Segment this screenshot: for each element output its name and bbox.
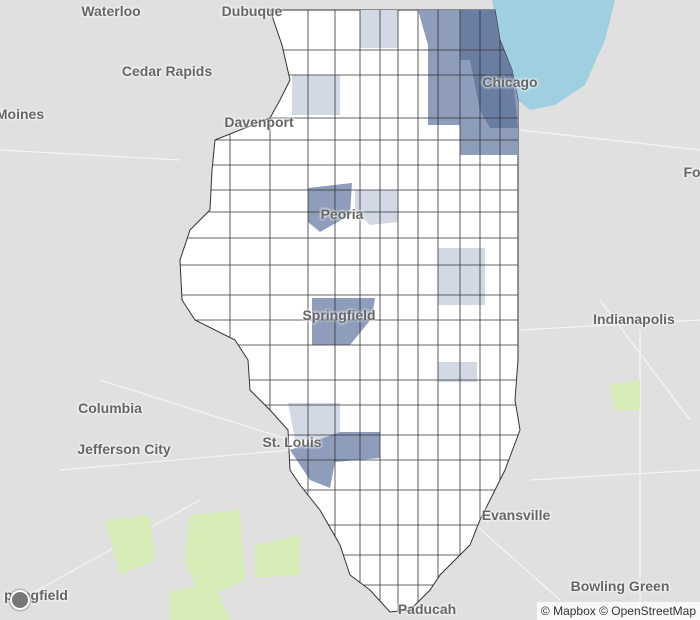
county-shade-mid xyxy=(290,10,518,488)
label-paducah: Paducah xyxy=(397,601,457,617)
counties xyxy=(180,10,520,612)
mapbox-logo-icon[interactable] xyxy=(10,590,30,610)
roads xyxy=(0,129,700,620)
parks xyxy=(105,380,640,620)
county-shade-dark xyxy=(460,10,518,128)
label-davenport: Davenport xyxy=(224,114,294,130)
label-bowling-green: Bowling Green xyxy=(570,578,670,594)
label-jefferson-city: Jefferson City xyxy=(77,441,171,457)
lake-michigan xyxy=(492,0,615,110)
label-cedar-rapids: Cedar Rapids xyxy=(121,63,213,79)
label-evansville: Evansville xyxy=(481,507,551,523)
label-columbia: Columbia xyxy=(78,400,142,416)
label-chicago: Chicago xyxy=(482,74,538,90)
label-dubuque: Dubuque xyxy=(221,3,283,19)
label-springfield-il: Springfield xyxy=(302,307,376,323)
label-des-moines: Moines xyxy=(0,106,45,122)
label-waterloo: Waterloo xyxy=(81,3,141,19)
label-indianapolis: Indianapolis xyxy=(593,311,675,327)
label-fort-wayne: Fo xyxy=(683,164,700,180)
attribution[interactable]: © Mapbox © OpenStreetMap xyxy=(536,602,700,620)
label-peoria: Peoria xyxy=(320,206,364,222)
label-st-louis: St. Louis xyxy=(262,434,322,450)
